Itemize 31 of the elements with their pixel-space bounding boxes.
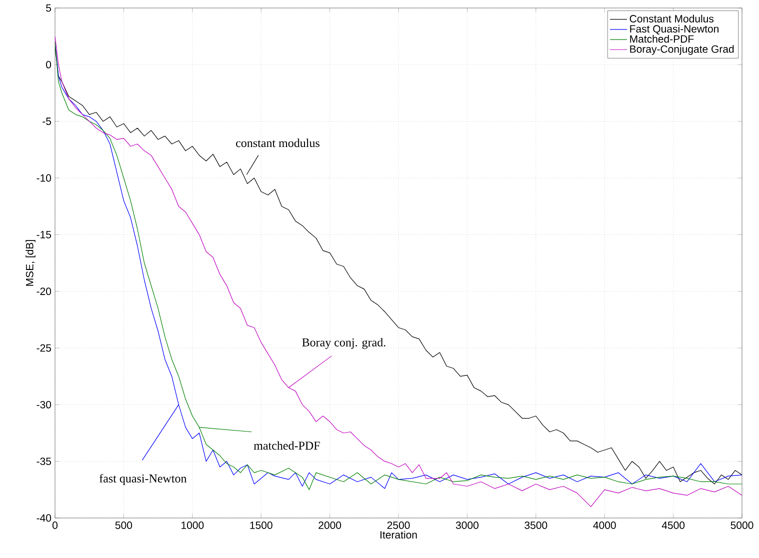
annotation: constant modulus: [236, 138, 320, 148]
legend-label: Matched-PDF: [630, 34, 694, 43]
x-tick-label: 3000: [456, 522, 478, 529]
x-tick-label: 2000: [318, 522, 342, 529]
x-axis-title: Iteration: [380, 530, 417, 539]
y-tick-label: 0: [46, 60, 52, 68]
x-tick-label: 0: [52, 522, 58, 529]
x-tick-label: 3500: [524, 522, 548, 529]
y-tick-label: -25: [36, 344, 52, 352]
y-tick-label: -30: [36, 400, 52, 408]
y-tick-label: 5: [46, 4, 52, 12]
legend-label: Boray-Conjugate Grad: [630, 45, 734, 55]
y-tick-label: -15: [36, 231, 52, 238]
x-tick-label: 1000: [182, 522, 204, 529]
annotation: matched-PDF: [254, 441, 320, 450]
y-tick-label: -40: [36, 514, 52, 522]
x-tick-label: 1500: [250, 522, 272, 529]
x-tick-label: 5000: [730, 522, 754, 529]
legend-label: Fast Quasi-Newton: [630, 24, 718, 34]
y-tick-label: -35: [36, 458, 52, 466]
y-tick-label: -5: [42, 118, 52, 126]
x-tick-label: 4000: [593, 522, 616, 529]
annotation: fast quasi-Newton: [99, 474, 187, 485]
x-tick-label: 4500: [662, 522, 685, 529]
x-tick-label: 2500: [387, 522, 410, 529]
legend-label: Constant Modulus: [630, 14, 714, 22]
y-axis-title: MSE, [dB]: [26, 240, 36, 286]
y-tick-label: -10: [36, 174, 52, 182]
x-tick-label: 500: [115, 522, 132, 529]
y-tick-label: -20: [36, 288, 52, 296]
annotation: Boray conj. grad.: [302, 338, 386, 349]
